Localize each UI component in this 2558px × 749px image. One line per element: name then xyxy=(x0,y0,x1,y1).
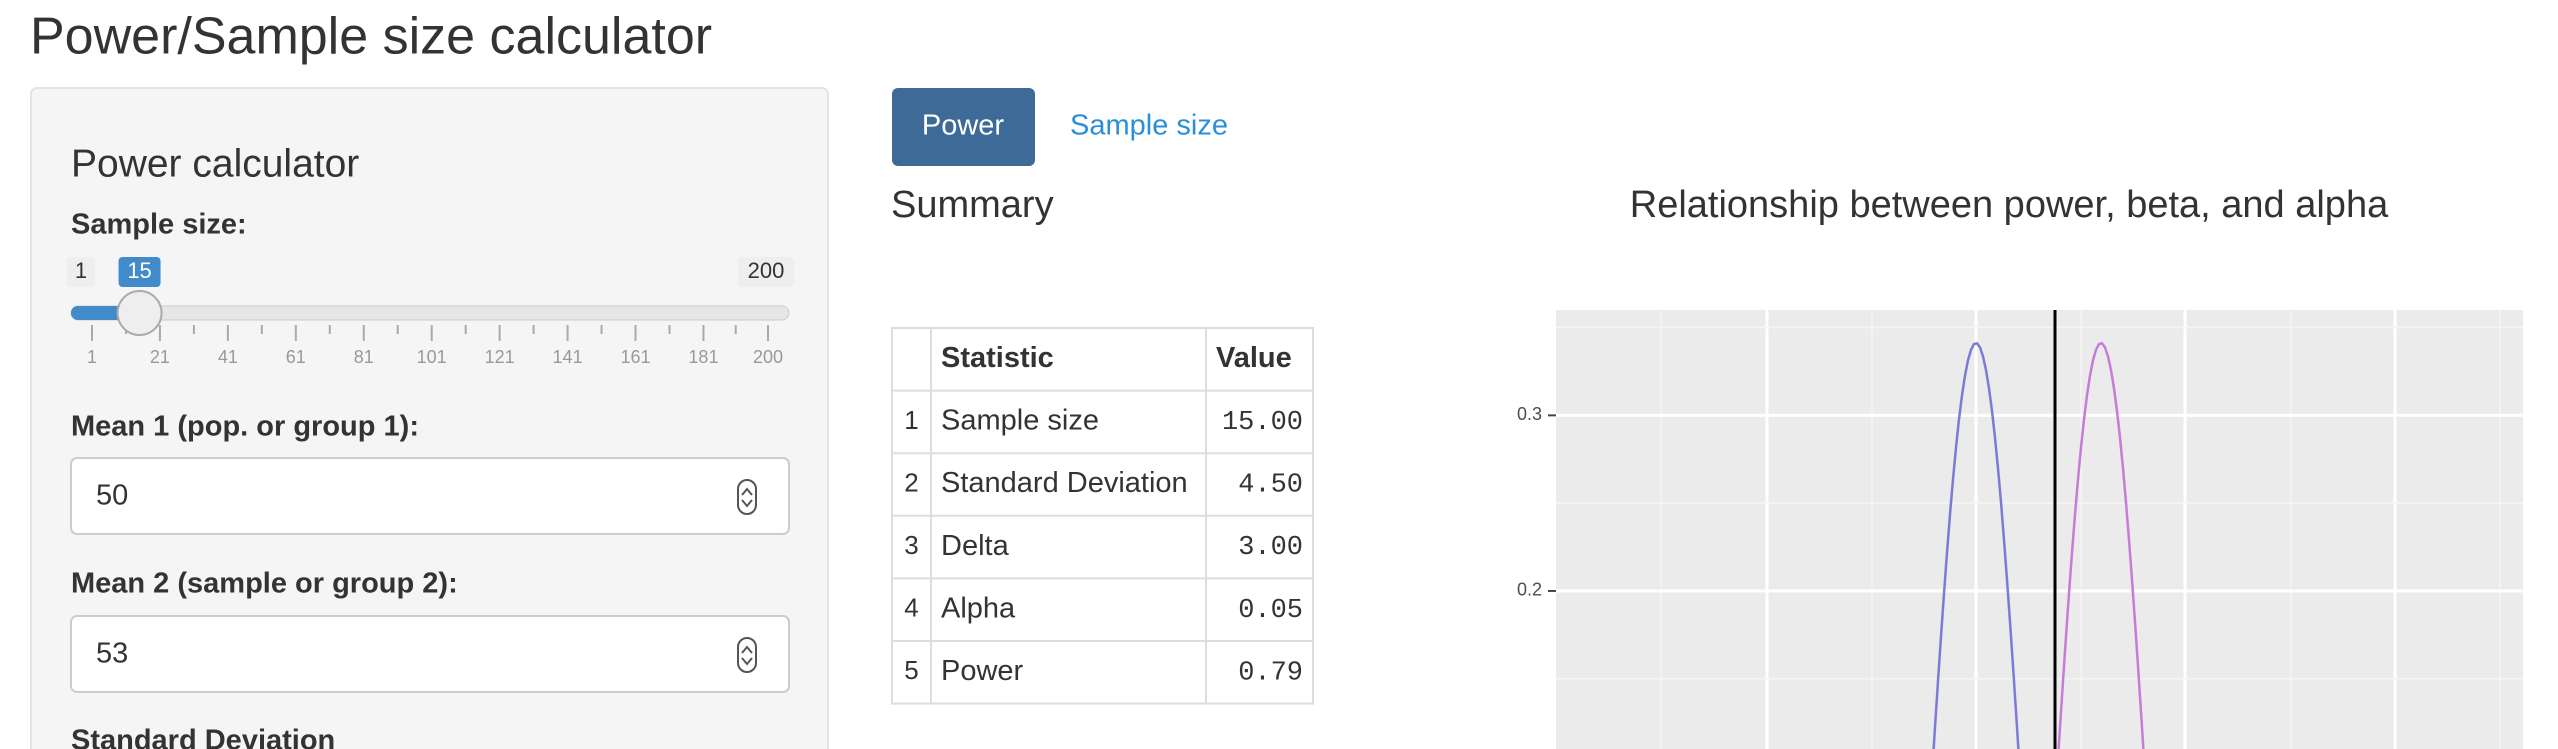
slider-badge-label: 200 xyxy=(748,258,785,283)
input-value: 53 xyxy=(96,638,128,670)
table-index: 5 xyxy=(904,655,918,685)
y-tick-label: 0.3 xyxy=(1517,404,1542,424)
plot-area xyxy=(1556,310,2523,749)
input-label: Mean 2 (sample or group 2): xyxy=(71,568,458,600)
spinner[interactable] xyxy=(737,637,757,673)
slider-badge-label: 1 xyxy=(75,258,87,283)
plot-panel xyxy=(1556,310,2523,749)
input-label: Standard Deviation xyxy=(71,725,335,749)
table-cell: 0.79 xyxy=(1238,658,1303,688)
density-curve xyxy=(1932,341,2020,749)
slider-badge xyxy=(118,257,161,287)
y-tick-label: 0.2 xyxy=(1517,580,1542,600)
slider-track xyxy=(70,305,790,321)
slider-tick-label: 121 xyxy=(485,347,515,367)
table-index: 3 xyxy=(904,530,918,560)
page-title: Power/Sample size calculator xyxy=(30,8,712,66)
table-header: Statistic xyxy=(941,342,1054,374)
slider-tick-label: 81 xyxy=(354,347,374,367)
slider-badge xyxy=(738,257,794,287)
table-index: 1 xyxy=(904,405,918,435)
table-cell: Sample size xyxy=(941,405,1099,437)
table-cell: 4.50 xyxy=(1238,471,1303,501)
table-cell: 15.00 xyxy=(1222,408,1303,438)
slider-handle[interactable] xyxy=(116,290,163,336)
plot-title: Relationship between power, beta, and al… xyxy=(1630,184,2389,226)
table-cell: 0.05 xyxy=(1238,596,1303,626)
numeric-input[interactable] xyxy=(70,615,790,693)
tab-label[interactable]: Power xyxy=(922,110,1005,142)
slider-tick-label: 200 xyxy=(753,347,783,367)
slider-tick-label: 141 xyxy=(553,347,583,367)
sidebar-title: Power calculator xyxy=(71,142,359,185)
table-cell: Standard Deviation xyxy=(941,467,1188,499)
sidebar-panel xyxy=(30,87,829,749)
tab-label[interactable]: Sample size xyxy=(1070,110,1228,142)
input-value: 50 xyxy=(96,480,128,512)
density-curve xyxy=(2057,341,2145,749)
input-label: Mean 1 (pop. or group 1): xyxy=(71,411,419,443)
table-cell: Power xyxy=(941,655,1024,687)
summary-title: Summary xyxy=(891,184,1054,226)
table-header: Value xyxy=(1216,342,1292,374)
slider-tick-label: 101 xyxy=(417,347,447,367)
slider-tick-label: 1 xyxy=(87,347,97,367)
table-index: 4 xyxy=(904,593,918,623)
numeric-input[interactable] xyxy=(70,457,790,535)
table-cell: 3.00 xyxy=(1238,533,1303,563)
slider-tick-label: 181 xyxy=(688,347,718,367)
tab-active[interactable] xyxy=(892,88,1035,166)
plot: 0.2 0.3 xyxy=(1517,310,2523,749)
table-cell: Alpha xyxy=(941,592,1016,624)
table-index: 2 xyxy=(904,467,918,497)
slider-tick-label: 21 xyxy=(150,347,170,367)
slider-tick-label: 61 xyxy=(286,347,306,367)
slider-tick-label: 161 xyxy=(620,347,650,367)
slider-badge-label: 15 xyxy=(127,258,151,283)
slider-badge xyxy=(67,257,95,287)
summary-table: Statistic Value 1 Sample size 15.00 2 Standard… xyxy=(891,327,1314,705)
table-cell: Delta xyxy=(941,530,1010,562)
spinner[interactable] xyxy=(737,479,757,515)
slider-label: Sample size: xyxy=(71,209,247,241)
slider-tick-label: 41 xyxy=(218,347,238,367)
